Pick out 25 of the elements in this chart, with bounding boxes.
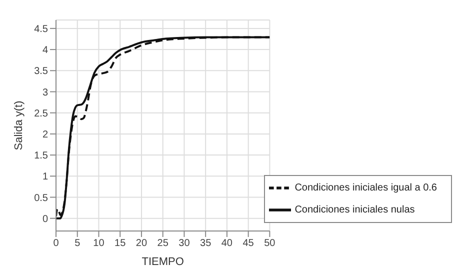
x-tick-label: 0 [53, 238, 60, 250]
y-tick-label: 2 [42, 129, 48, 140]
legend-label: Condiciones iniciales nulas [294, 204, 415, 216]
x-tick-label: 15 [114, 238, 126, 250]
x-tick-label: 40 [221, 238, 233, 250]
y-tick-label: 0.5 [34, 192, 48, 204]
y-tick-label: 1 [42, 172, 48, 183]
x-tick-label: 10 [93, 238, 105, 250]
y-tick-label: 4 [42, 45, 48, 56]
x-tick-label: 50 [264, 238, 276, 250]
y-tick-label: 2.5 [34, 108, 48, 120]
y-tick-label: 1.5 [34, 150, 48, 162]
y-tick-label: 3 [42, 87, 48, 98]
y-axis-title: Salida y(t) [12, 100, 25, 150]
x-tick-label: 35 [200, 238, 212, 250]
x-tick-label: 30 [178, 238, 190, 250]
x-tick-label: 45 [242, 238, 254, 250]
y-tick-label: 3.5 [34, 66, 48, 78]
legend-label: Condiciones iniciales igual a 0.6 [294, 182, 437, 194]
x-axis-title: TIEMPO [142, 256, 184, 268]
x-tick-label: 5 [74, 238, 81, 250]
y-tick-label: 4.5 [34, 24, 48, 35]
y-tick-label: 0 [42, 214, 48, 225]
x-tick-label: 20 [136, 238, 148, 250]
x-tick-label: 25 [157, 238, 169, 250]
